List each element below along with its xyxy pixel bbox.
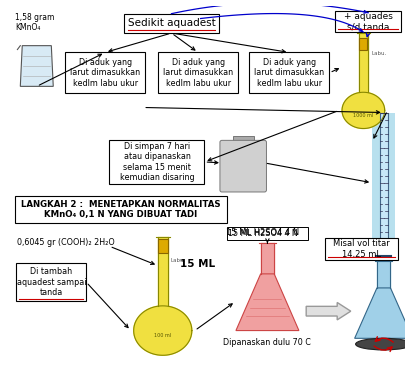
Text: 15 ML H2SO4 4 N: 15 ML H2SO4 4 N xyxy=(227,229,297,238)
FancyBboxPatch shape xyxy=(158,52,238,93)
FancyBboxPatch shape xyxy=(158,239,167,253)
Polygon shape xyxy=(260,243,273,274)
FancyBboxPatch shape xyxy=(124,14,218,33)
FancyBboxPatch shape xyxy=(324,239,397,260)
Text: Di aduk yang
larut dimasukkan
kedlm labu ukur: Di aduk yang larut dimasukkan kedlm labu… xyxy=(254,58,324,88)
Polygon shape xyxy=(358,33,367,92)
Ellipse shape xyxy=(355,338,405,350)
FancyBboxPatch shape xyxy=(358,38,367,49)
Text: Labu.: Labu. xyxy=(170,258,185,263)
FancyBboxPatch shape xyxy=(226,227,307,241)
FancyBboxPatch shape xyxy=(378,253,388,259)
FancyBboxPatch shape xyxy=(371,113,394,253)
Text: + aquades
s/d tanda: + aquades s/d tanda xyxy=(343,12,392,31)
Polygon shape xyxy=(341,92,384,129)
Text: Di aduk yang
larut dimasukkan
kedlm labu ukur: Di aduk yang larut dimasukkan kedlm labu… xyxy=(163,58,232,88)
Text: 15 ML: 15 ML xyxy=(180,259,215,269)
Polygon shape xyxy=(20,46,53,86)
Text: Di aduk yang
larut dimasukkan
kedlm labu ukur: Di aduk yang larut dimasukkan kedlm labu… xyxy=(70,58,140,88)
Text: 1000 ml: 1000 ml xyxy=(352,113,373,118)
Text: LANGKAH 2 :  MENETAPKAN NORMALITAS
KMnO₄ 0,1 N YANG DIBUAT TADI: LANGKAH 2 : MENETAPKAN NORMALITAS KMnO₄ … xyxy=(21,200,220,219)
Text: Di simpan 7 hari
atau dipanaskan
selama 15 menit
kemudian disaring: Di simpan 7 hari atau dipanaskan selama … xyxy=(119,142,194,182)
Text: 100 ml: 100 ml xyxy=(154,333,171,338)
Text: 1,58 gram
KMnO₄: 1,58 gram KMnO₄ xyxy=(15,13,55,32)
Text: 15 ML H2SO4 4 N: 15 ML H2SO4 4 N xyxy=(226,228,298,237)
FancyBboxPatch shape xyxy=(220,140,266,192)
Polygon shape xyxy=(158,237,167,306)
Polygon shape xyxy=(235,274,298,331)
Text: Labu.: Labu. xyxy=(370,51,386,56)
FancyBboxPatch shape xyxy=(65,52,145,93)
Text: 0,6045 gr (COOH)₂ 2H₂O: 0,6045 gr (COOH)₂ 2H₂O xyxy=(17,239,115,247)
Polygon shape xyxy=(354,288,405,338)
FancyBboxPatch shape xyxy=(379,113,387,253)
Text: Misal vol titar
14,25 mL: Misal vol titar 14,25 mL xyxy=(332,239,389,259)
Text: Sedikit aquadest: Sedikit aquadest xyxy=(127,18,215,28)
FancyBboxPatch shape xyxy=(109,140,204,184)
Text: Dipanaskan dulu 70 C: Dipanaskan dulu 70 C xyxy=(223,338,311,347)
Polygon shape xyxy=(376,261,390,288)
FancyBboxPatch shape xyxy=(15,196,226,223)
FancyBboxPatch shape xyxy=(16,263,86,301)
FancyArrow shape xyxy=(305,303,350,320)
FancyBboxPatch shape xyxy=(248,52,328,93)
FancyBboxPatch shape xyxy=(232,136,253,142)
Text: Di tambah
aquadest sampai
tanda: Di tambah aquadest sampai tanda xyxy=(17,267,86,297)
FancyBboxPatch shape xyxy=(335,11,400,32)
Polygon shape xyxy=(133,306,192,355)
